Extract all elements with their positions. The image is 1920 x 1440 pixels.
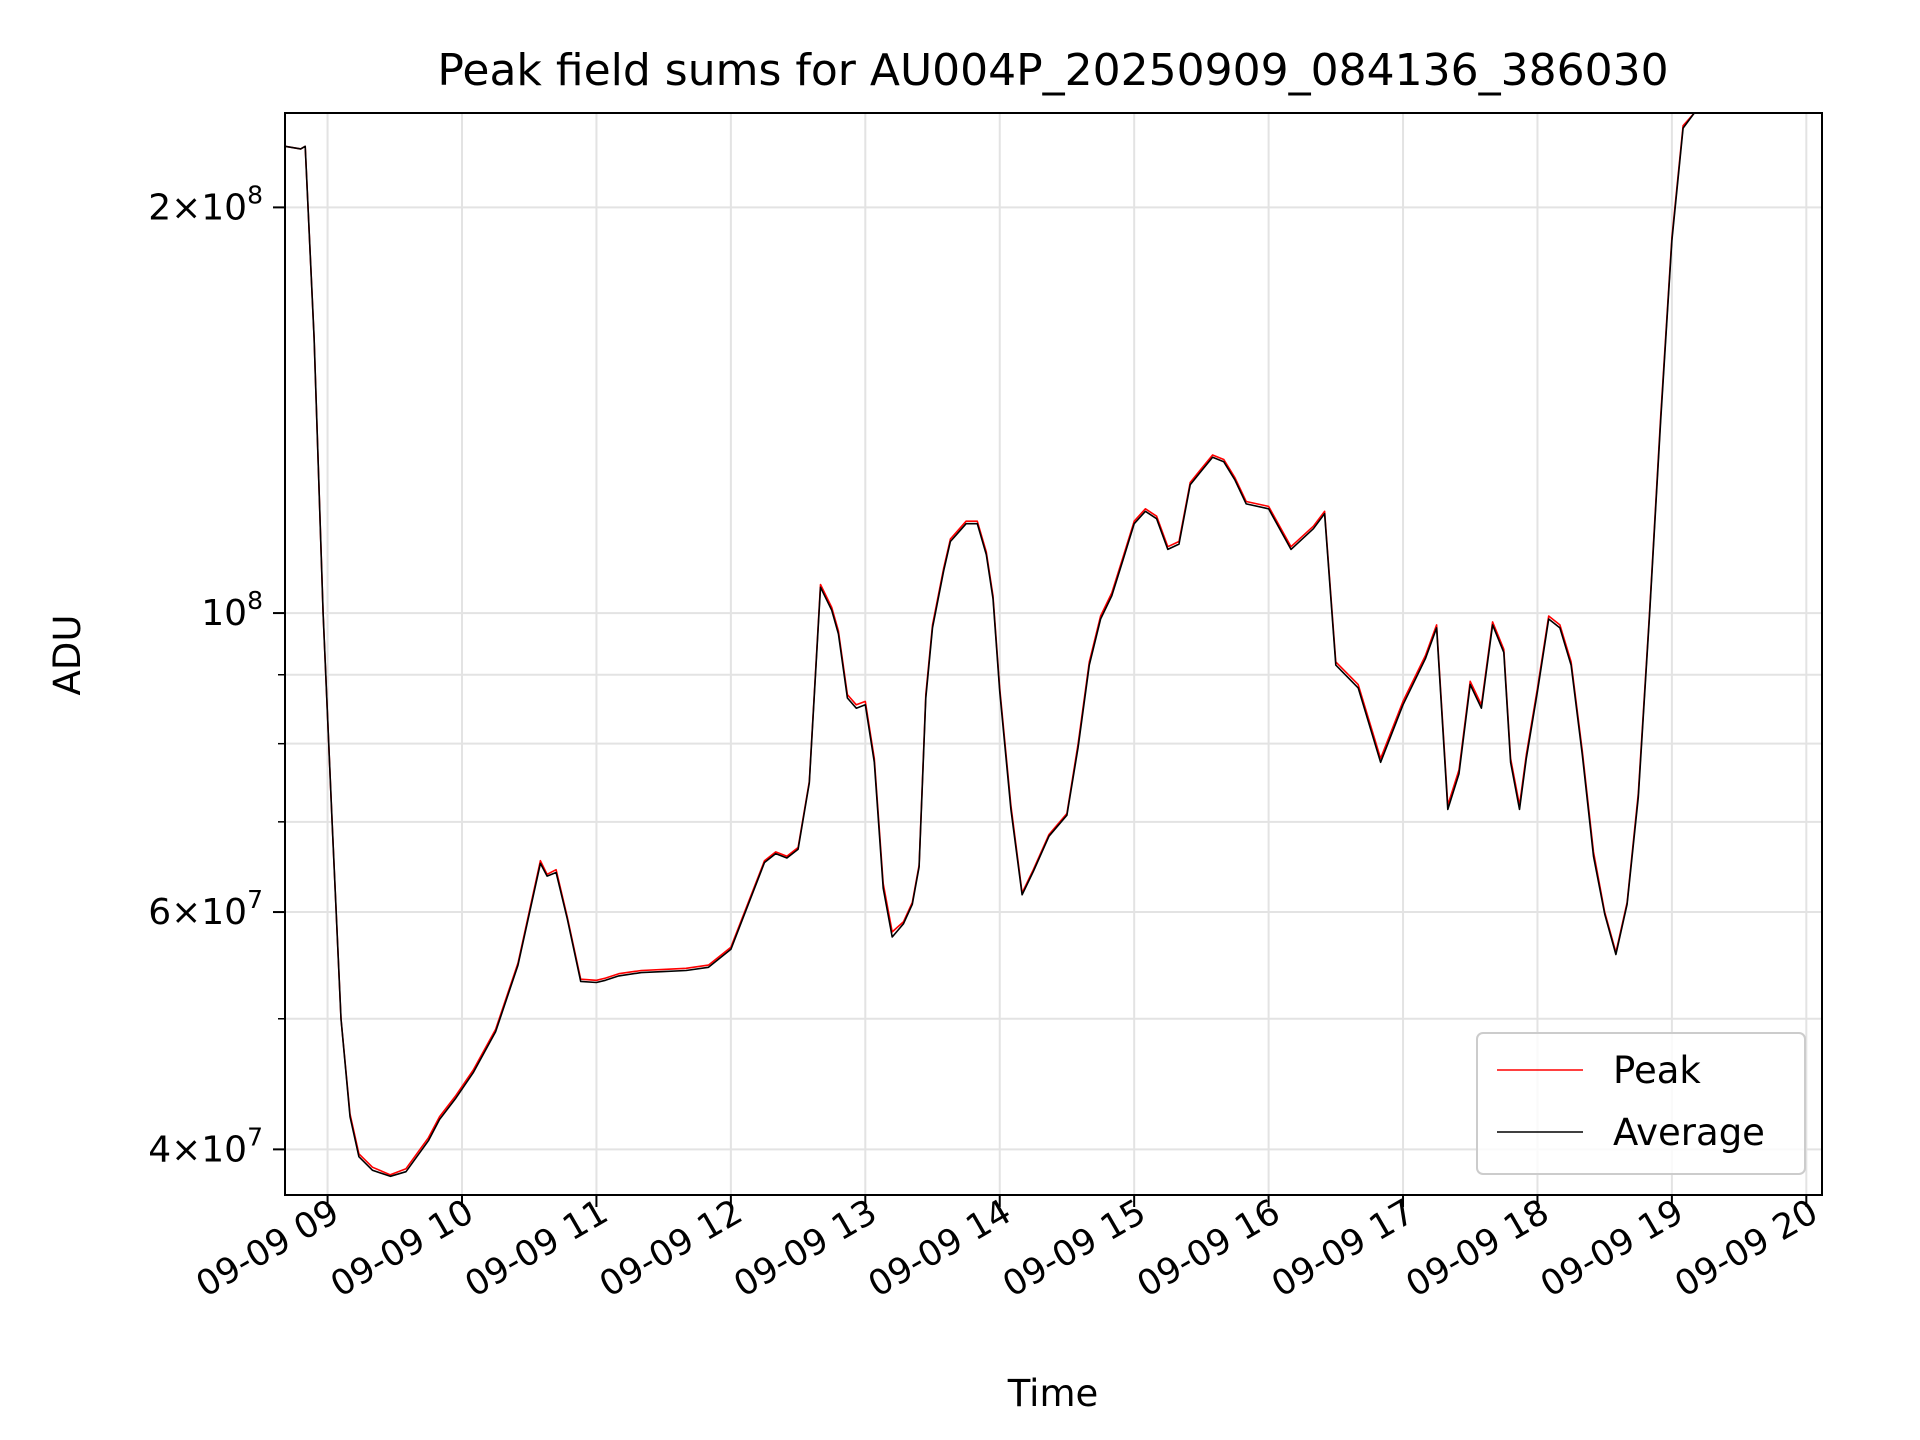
legend-label-average: Average	[1613, 1111, 1765, 1154]
plot-frame	[284, 112, 1823, 1196]
y-tick-label: 2×108	[148, 180, 263, 228]
series-line-average	[285, 113, 1784, 1178]
grid-lines	[285, 113, 1822, 1195]
y-tick-label: 108	[201, 586, 263, 634]
legend-box	[1476, 1032, 1806, 1175]
y-tick-label: 4×107	[148, 1122, 263, 1170]
y-axis-label: ADU	[46, 615, 89, 696]
y-tick-label: 6×107	[148, 885, 263, 933]
series-lines	[285, 113, 1784, 1178]
x-axis-label: Time	[1007, 1372, 1099, 1415]
legend: Peak Average	[1476, 1032, 1806, 1175]
legend-label-peak: Peak	[1613, 1049, 1701, 1092]
chart-title: Peak field sums for AU004P_20250909_0841…	[437, 45, 1668, 96]
